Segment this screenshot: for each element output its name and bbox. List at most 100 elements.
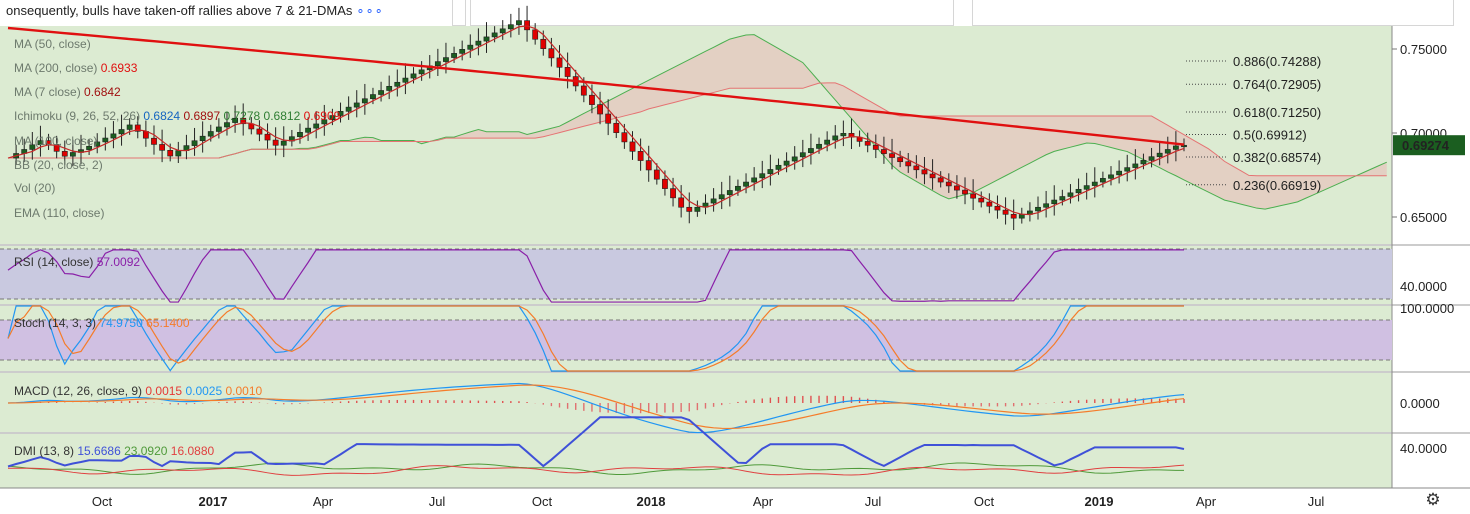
ichimoku-cloud-area: [8, 34, 1387, 210]
candle-body: [1132, 163, 1139, 168]
candle-body: [775, 164, 782, 170]
candle-body: [1099, 178, 1106, 183]
candle-body: [913, 165, 920, 171]
candle-body: [240, 117, 247, 125]
candle-body: [808, 148, 814, 153]
candle-body: [199, 135, 206, 142]
candle-body: [61, 151, 68, 157]
rsi-band: [0, 249, 1392, 299]
candle-body: [799, 152, 806, 158]
top-bar: onsequently, bulls have taken-off rallie…: [0, 0, 1470, 26]
dmi-adx-line: [7, 416, 1185, 468]
candle-body: [637, 151, 644, 161]
toolbar-divider: [452, 0, 466, 26]
candle-body: [1002, 209, 1009, 215]
time-tick-label: Apr: [753, 494, 774, 509]
candle-body: [272, 139, 279, 146]
ichimoku-cloud: [8, 34, 1387, 210]
candle-body: [37, 140, 44, 146]
candle-body: [872, 144, 879, 150]
candle-body: [1172, 145, 1179, 150]
candle-body: [313, 123, 320, 129]
candle-body: [881, 149, 887, 154]
time-tick-label: Jul: [865, 494, 882, 509]
candle-body: [215, 126, 222, 132]
rsi-line: [7, 249, 1184, 303]
candle-body: [524, 20, 530, 31]
candle-body: [499, 28, 506, 34]
candle-body: [767, 169, 774, 174]
indicator-tick-label: 40.0000: [1400, 441, 1447, 456]
candle-body: [378, 90, 384, 95]
candle-body: [864, 141, 871, 146]
candle-body: [986, 201, 993, 207]
candle-body: [751, 177, 758, 183]
candle-body: [1010, 214, 1017, 219]
axes: 0.750000.700000.650000.6927440.0000100.0…: [92, 42, 1465, 509]
ma-7-line: [7, 25, 1185, 216]
time-tick-label: 2017: [199, 494, 228, 509]
dmi-legend: DMI (13, 8) 15.6686 23.0920 16.0880: [14, 444, 215, 458]
stoch-d-line: [7, 305, 1184, 372]
candle-body: [670, 188, 676, 199]
candle-body: [305, 127, 311, 133]
candle-body: [1156, 152, 1163, 157]
candle-body: [954, 185, 960, 191]
candle-body: [1148, 156, 1155, 161]
candle-body: [1067, 192, 1074, 197]
price-tick-label: 0.75000: [1400, 42, 1447, 57]
idea-headline[interactable]: onsequently, bulls have taken-off rallie…: [6, 3, 384, 19]
moving-averages: [7, 25, 1185, 216]
candle-body: [451, 53, 457, 58]
candle-body: [905, 161, 912, 167]
candle-body: [589, 94, 595, 105]
candle-body: [386, 85, 393, 91]
candle-body: [1116, 170, 1123, 176]
candle-body: [207, 131, 214, 137]
candle-body: [1108, 174, 1114, 179]
candle-body: [337, 111, 344, 116]
candle-body: [532, 29, 539, 40]
time-tick-label: Oct: [974, 494, 995, 509]
price-legend-row: Vol (20): [14, 181, 55, 195]
dmi-minus-line: [7, 464, 1185, 476]
candle-body: [102, 137, 109, 143]
candle-body: [443, 57, 449, 62]
candle-body: [1181, 144, 1187, 148]
candle-body: [1140, 160, 1147, 165]
macd-signal-line: [7, 384, 1185, 430]
candle-body: [516, 20, 522, 25]
candle-body: [735, 185, 741, 191]
last-price-label: 0.69274: [1402, 138, 1450, 153]
time-tick-label: Jul: [1308, 494, 1325, 509]
candle-body: [1043, 203, 1050, 208]
candle-body: [580, 85, 587, 96]
price-legend-row: MA (200, close) 0.6933: [14, 61, 138, 75]
time-tick-label: 2018: [637, 494, 666, 509]
candle-body: [86, 145, 93, 150]
candle-body: [613, 122, 620, 133]
dmi-pane-bg: [0, 434, 1392, 488]
fib-level-label: 0.886(0.74288): [1233, 54, 1321, 69]
candle-body: [970, 193, 977, 199]
candle-body: [151, 137, 157, 145]
candle-body: [1075, 188, 1082, 194]
fib-level-label: 0.236(0.66919): [1233, 178, 1321, 193]
price-tick-label: 0.65000: [1400, 210, 1447, 225]
ma-200-line: [7, 26, 1185, 146]
fibonacci-retracement[interactable]: 0.886(0.74288) 0.764(0.72905) 0.618(0.7125…: [1186, 54, 1321, 193]
candle-body: [978, 197, 985, 203]
more-icon[interactable]: ∘∘∘: [356, 3, 384, 18]
candle-body: [929, 173, 936, 179]
candle-body: [962, 189, 968, 195]
candle-body: [994, 205, 1001, 211]
candle-body: [678, 197, 685, 208]
ichimoku-span-b: [8, 82, 1387, 177]
candle-body: [1164, 149, 1171, 154]
candle-body: [548, 48, 555, 59]
candle-body: [783, 160, 790, 166]
candle-body: [743, 181, 749, 187]
fib-level-label: 0.618(0.71250): [1233, 105, 1321, 120]
gear-icon[interactable]: ⚙: [1425, 490, 1441, 509]
